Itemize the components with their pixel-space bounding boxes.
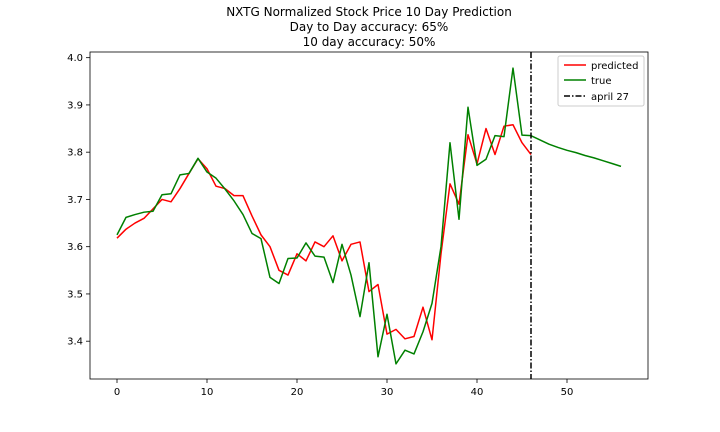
x-tick-label: 20 <box>291 387 304 398</box>
series-line-predicted <box>116 124 532 341</box>
x-tick-label: 40 <box>471 387 484 398</box>
series-line-true <box>116 67 622 365</box>
chart-subtitle-day-accuracy: Day to Day accuracy: 65% <box>290 20 449 34</box>
y-tick-label: 3.6 <box>67 242 83 253</box>
y-tick-label: 3.7 <box>67 195 83 206</box>
chart-legend: predicted true april 27 <box>557 55 645 107</box>
x-tick-label: 0 <box>114 387 120 398</box>
legend-label-true: true <box>591 76 612 87</box>
x-tick-label: 10 <box>201 387 214 398</box>
axes-frame <box>89 51 649 380</box>
y-tick-label: 4.0 <box>67 53 83 64</box>
y-tick-label: 3.8 <box>67 148 83 159</box>
x-tick-label: 50 <box>561 387 574 398</box>
plot-area: 0 10 20 30 40 50 3.4 3.5 3.6 3.7 3.8 3.9 4.0 <box>67 51 649 398</box>
legend-label-predicted: predicted <box>591 61 638 72</box>
chart-title: NXTG Normalized Stock Price 10 Day Predi… <box>226 5 512 19</box>
legend-label-april-27: april 27 <box>591 92 629 103</box>
legend-frame <box>557 55 645 107</box>
chart-subtitle-10day-accuracy: 10 day accuracy: 50% <box>303 35 436 49</box>
y-tick-label: 3.5 <box>67 289 83 300</box>
x-tick-label: 30 <box>381 387 394 398</box>
y-tick-label: 3.4 <box>67 337 83 348</box>
y-tick-label: 3.9 <box>67 100 83 111</box>
